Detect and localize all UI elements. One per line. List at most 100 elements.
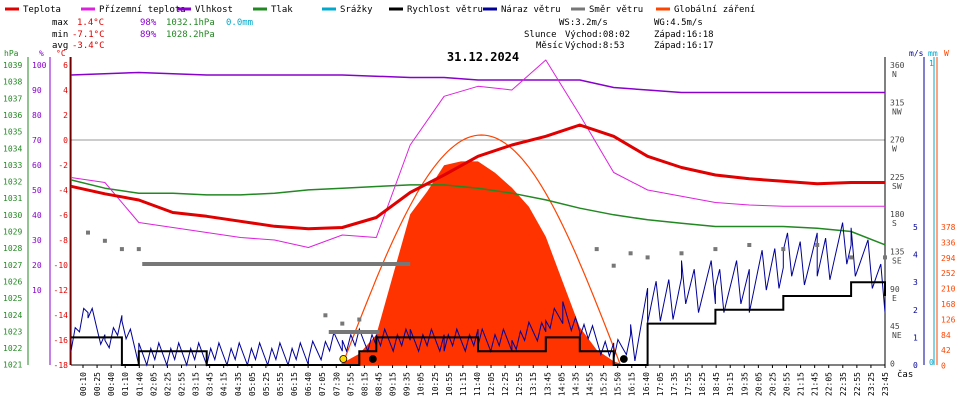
wind-direction-bar <box>328 330 380 334</box>
temperature-tick-label: 4 <box>63 86 68 95</box>
info-moon-rise: Východ:8:53 <box>565 41 625 51</box>
direction-tick-label: 270 <box>890 136 905 145</box>
legend-label: Směr větru <box>589 5 643 15</box>
humidity-tick-label: 70 <box>32 136 42 145</box>
wind-tick-label: 3 <box>913 278 918 287</box>
humidity-tick-label: 10 <box>32 286 42 295</box>
radiation-unit: W <box>944 49 949 58</box>
x-tick-label: 21:15 <box>797 372 806 396</box>
temperature-tick-label: -2 <box>58 161 68 170</box>
x-tick-label: 20:55 <box>783 372 792 396</box>
pressure-tick-label: 1026 <box>3 277 22 286</box>
pressure-tick-label: 1038 <box>3 78 22 87</box>
x-tick-label: 09:15 <box>389 372 398 396</box>
wind-direction-point <box>594 247 599 252</box>
humidity-tick-label: 100 <box>32 61 47 70</box>
series-temperature-line <box>70 123 885 231</box>
info-ws: WS:3.2m/s <box>559 18 608 28</box>
direction-tick-name: SE <box>892 257 902 266</box>
sunset-icon <box>619 355 628 363</box>
pressure-tick-label: 1032 <box>3 178 22 187</box>
series-pressure-line <box>70 179 886 246</box>
series-wind-gust-line <box>70 222 886 367</box>
x-tick-label: 05:55 <box>276 372 285 396</box>
stat-max-label: max <box>52 18 69 28</box>
info-sun-rise: Východ:08:02 <box>565 30 630 40</box>
info-block: WS:3.2m/s WG:4.5m/s Slunce Východ:08:02 … <box>524 18 714 51</box>
x-tick-label: 04:35 <box>234 372 243 396</box>
humidity-tick-label: 90 <box>32 86 42 95</box>
x-tick-label: 19:15 <box>726 372 735 396</box>
x-tick-label: 16:15 <box>628 372 637 396</box>
x-tick-label: 06:40 <box>304 372 313 396</box>
direction-tick-name: N <box>892 70 897 79</box>
rain-tick-label: 1 <box>929 59 934 68</box>
direction-tick-label: 180 <box>890 210 905 219</box>
wind-direction-point <box>645 255 650 260</box>
x-tick-label: 01:40 <box>135 372 144 396</box>
pressure-tick-label: 1033 <box>3 161 22 170</box>
temperature-tick-label: -18 <box>54 361 69 370</box>
pressure-tick-label: 1023 <box>3 327 22 336</box>
legend-label: Tlak <box>271 5 293 15</box>
x-tick-label: 11:40 <box>473 372 482 396</box>
x-tick-label: 03:15 <box>192 372 201 396</box>
x-tick-label: 07:05 <box>318 372 327 396</box>
direction-tick-name: NW <box>892 107 902 116</box>
stat-avg-temp: -3.4°C <box>72 41 105 51</box>
x-tick-label: 04:15 <box>220 372 229 396</box>
info-wg: WG:4.5m/s <box>654 18 703 28</box>
wind-tick-label: 5 <box>913 223 918 232</box>
direction-tick-label: 90 <box>890 285 900 294</box>
pressure-tick-label: 1030 <box>3 211 22 220</box>
x-tick-label: 19:35 <box>740 372 749 396</box>
wind-direction-point <box>611 263 616 268</box>
direction-tick-name: S <box>892 219 897 228</box>
radiation-tick-label: 0 <box>941 362 946 371</box>
legend-label: Rychlost větru <box>407 5 483 15</box>
direction-tick-name: E <box>892 294 897 303</box>
pressure-tick-label: 1025 <box>3 294 22 303</box>
x-tick-label: 00:10 <box>79 372 88 396</box>
x-tick-label: 10:25 <box>431 372 440 396</box>
temperature-tick-label: -12 <box>54 286 69 295</box>
pressure-tick-label: 1031 <box>3 194 22 203</box>
sunrise-icon <box>339 355 348 363</box>
series-humidity-line <box>70 71 885 94</box>
radiation-tick-label: 126 <box>941 315 956 324</box>
pressure-tick-label: 1024 <box>3 311 22 320</box>
rain-tick-label: 0 <box>929 358 934 367</box>
x-tick-label: 11:15 <box>459 372 468 396</box>
direction-tick-label: 315 <box>890 98 905 107</box>
wind-direction-point <box>119 247 124 252</box>
info-sun-set: Západ:16:18 <box>654 30 714 40</box>
direction-tick-label: 135 <box>890 248 905 257</box>
x-tick-label: 22:35 <box>839 372 848 396</box>
direction-tick-name: W <box>892 145 897 154</box>
x-tick-label: 17:35 <box>670 372 679 396</box>
x-tick-label: 17:05 <box>656 372 665 396</box>
temperature-tick-label: -10 <box>54 261 69 270</box>
wind-tick-label: 0 <box>913 361 918 370</box>
x-tick-label: 15:25 <box>600 372 609 396</box>
direction-tick-label: 0 <box>890 359 895 368</box>
stat-min-label: min <box>52 30 68 40</box>
x-tick-label: 22:05 <box>825 372 834 396</box>
x-tick-label: 01:10 <box>121 372 130 396</box>
info-moon-label: Měsíc <box>536 41 563 51</box>
stat-min-hum: 89% <box>140 30 157 40</box>
wind-direction-point <box>747 243 752 247</box>
x-tick-label: 07:30 <box>332 372 341 396</box>
wind-direction-point <box>357 317 362 322</box>
x-tick-label: 13:15 <box>529 372 538 396</box>
series-ground-temp-line <box>70 59 885 248</box>
x-tick-label: 02:25 <box>163 372 172 396</box>
x-tick-label: 02:05 <box>149 372 158 396</box>
x-tick-label: 07:55 <box>346 372 355 396</box>
stat-min-temp: -7.1°C <box>72 30 105 40</box>
x-tick-label: 17:55 <box>684 372 693 396</box>
stat-max-rain: 0.0mm <box>226 18 253 28</box>
stat-max-temp: 1.4°C <box>77 18 104 28</box>
info-sun-label: Slunce <box>524 30 557 40</box>
